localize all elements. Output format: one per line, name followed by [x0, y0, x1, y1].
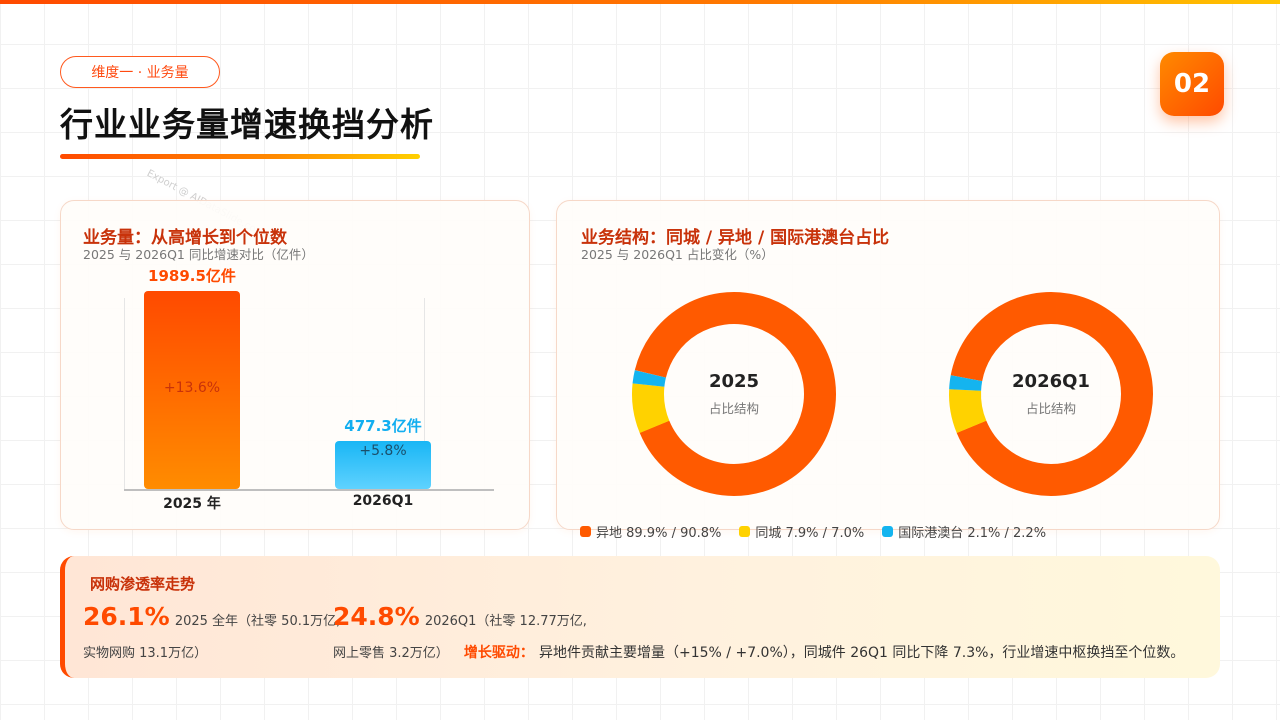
- bar-0: [144, 291, 240, 489]
- page-number-badge: 02: [1160, 52, 1224, 116]
- legend-label-local: 同城 7.9% / 7.0%: [755, 526, 865, 541]
- volume-card: 业务量：从高增长到个位数 2025 与 2026Q1 同比增速对比（亿件） 19…: [60, 200, 530, 530]
- bar-growth-label-0: +13.6%: [163, 380, 221, 396]
- legend-swatch-international: [882, 526, 894, 537]
- penetration-title: 网购渗透率走势: [90, 575, 196, 593]
- rate-2025-value: 26.1%: [83, 602, 170, 631]
- driver-text: 异地件贡献主要增量（+15% / +7.0%），同城件 26Q1 同比下降 7.…: [539, 645, 1185, 661]
- donut-2025-svg: [632, 292, 836, 496]
- structure-card-title: 业务结构：同城 / 异地 / 国际港澳台占比: [581, 228, 890, 248]
- page-title: 行业业务量增速换挡分析: [60, 105, 434, 144]
- structure-card: 业务结构：同城 / 异地 / 国际港澳台占比 2025 与 2026Q1 占比变…: [556, 200, 1220, 530]
- legend-swatch-local: [739, 526, 751, 537]
- rate-2026-desc-cont: 网上零售 3.2万亿）: [333, 646, 449, 661]
- bar-growth-label-1: +5.8%: [359, 443, 407, 460]
- title-underline: [60, 154, 420, 159]
- bar-1: [335, 441, 431, 489]
- rate-2026-line: 24.8% 2026Q1（社零 12.77万亿,: [333, 602, 587, 631]
- bar-chart-axis: [124, 489, 494, 491]
- bar-category-label-0: 2025 年: [163, 496, 221, 512]
- volume-card-subtitle: 2025 与 2026Q1 同比增速对比（亿件）: [83, 247, 314, 262]
- legend-swatch-remote: [580, 526, 591, 537]
- driver-label: 增长驱动：: [463, 645, 534, 661]
- donut-chart-2025: 2025 占比结构: [629, 289, 839, 499]
- bar-chart-gridline: [124, 298, 125, 489]
- donut-2025-label: 占比结构: [708, 401, 759, 416]
- bar-value-label-1: 477.3亿件: [344, 417, 422, 436]
- rate-2025-desc: 2025 全年（社零 50.1万亿,: [174, 614, 341, 629]
- legend-item-local: 同城 7.9% / 7.0%: [739, 522, 864, 541]
- volume-card-title: 业务量：从高增长到个位数: [83, 228, 287, 248]
- donut-0-slice-同城: [632, 292, 836, 496]
- penetration-card: 网购渗透率走势 26.1% 2025 全年（社零 50.1万亿, 24.8% 2…: [60, 556, 1220, 678]
- donut-2026q1-svg: [949, 292, 1153, 497]
- top-accent-bar: [0, 0, 1280, 4]
- rate-2025-line: 26.1% 2025 全年（社零 50.1万亿,: [83, 602, 340, 631]
- donut-2026q1-label: 占比结构: [1025, 401, 1076, 416]
- rate-2025-desc-cont: 实物网购 13.1万亿）: [83, 646, 208, 661]
- donut-2025-title: 2025: [708, 371, 760, 392]
- structure-card-subtitle: 2025 与 2026Q1 占比变化（%）: [581, 247, 774, 262]
- donut-1-slice-国际港澳台: [949, 292, 1153, 496]
- legend-item-remote: 异地 89.9% / 90.8%: [580, 522, 721, 541]
- bar-chart-gridline: [424, 298, 425, 489]
- donut-1-slice-同城: [949, 292, 1153, 496]
- bar-value-label-0: 1989.5亿件: [148, 267, 236, 285]
- rate-2026-desc: 2026Q1（社零 12.77万亿,: [424, 614, 587, 629]
- structure-legend: 异地 89.9% / 90.8% 同城 7.9% / 7.0% 国际港澳台 2.…: [580, 522, 1046, 541]
- donut-0-slice-异地: [632, 292, 836, 496]
- driver-line: 网上零售 3.2万亿） 增长驱动： 异地件贡献主要增量（+15% / +7.0%…: [333, 642, 1184, 662]
- volume-bar-chart: 1989.5亿件 +13.6% 2025 年 477.3亿件 +5.8% 2026Q1: [61, 201, 531, 531]
- legend-item-international: 国际港澳台 2.1% / 2.2%: [882, 522, 1046, 541]
- legend-label-international: 国际港澳台 2.1% / 2.2%: [898, 526, 1047, 541]
- bar-category-label-1: 2026Q1: [352, 493, 414, 509]
- donut-2026q1-title: 2026Q1: [1012, 371, 1090, 392]
- section-tag: 维度一 · 业务量: [60, 56, 220, 88]
- legend-label-remote: 异地 89.9% / 90.8%: [596, 526, 722, 541]
- rate-2026-value: 24.8%: [333, 602, 420, 631]
- donut-chart-2026q1: 2026Q1 占比结构: [946, 289, 1156, 499]
- donut-0-slice-国际港澳台: [632, 292, 836, 496]
